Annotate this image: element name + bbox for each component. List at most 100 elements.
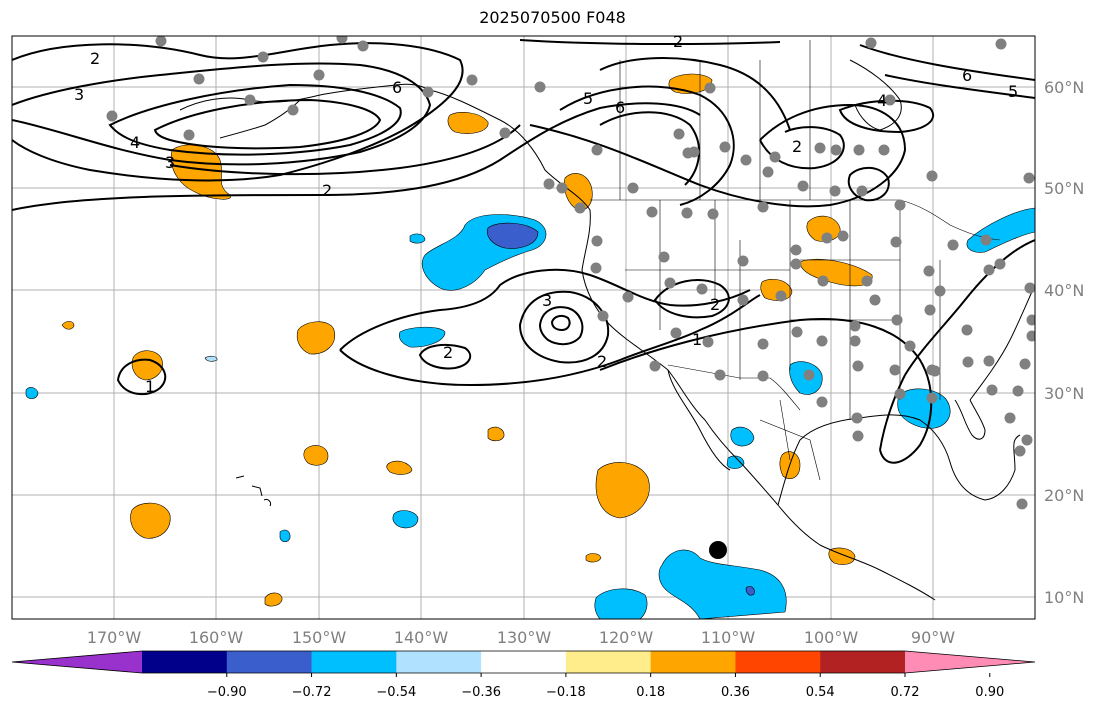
colorbar-outline <box>11 650 1036 674</box>
contour-line <box>838 99 935 134</box>
station-marker <box>1026 330 1035 342</box>
station-marker <box>1012 385 1024 397</box>
colorbar-ticks: −0.90 −0.72 −0.54 −0.36 −0.18 0.18 0.36 0.54 0.7… <box>207 673 1004 700</box>
station-marker <box>983 355 995 367</box>
station-marker <box>757 338 769 350</box>
contour-label: 2 <box>443 343 453 362</box>
lon-label: 150°W <box>292 628 347 647</box>
contour-line <box>599 111 701 186</box>
positive-anomaly-area <box>386 460 413 475</box>
station-marker <box>891 314 903 326</box>
station-marker <box>816 396 828 408</box>
station-marker <box>357 40 369 52</box>
station-marker <box>757 201 769 213</box>
station-marker <box>737 255 749 267</box>
station-marker <box>769 151 781 163</box>
station-marker <box>543 178 555 190</box>
station-marker <box>934 285 946 297</box>
contour-line <box>116 358 167 396</box>
station-marker <box>926 364 938 376</box>
station-marker <box>889 364 901 376</box>
station-marker <box>995 38 1007 50</box>
colorbar-tick-label: −0.36 <box>461 685 501 700</box>
contour-line <box>759 126 845 170</box>
station-marker <box>890 236 902 248</box>
contour-line <box>108 83 402 156</box>
colorbar-segment <box>142 651 228 673</box>
station-marker <box>556 182 568 194</box>
station-marker <box>1021 434 1033 446</box>
colorbar <box>11 650 1036 674</box>
baja-california-coastline <box>667 369 731 471</box>
contour-line <box>12 62 432 166</box>
station-marker <box>590 262 602 274</box>
station-marker <box>1023 172 1035 184</box>
station-marker <box>852 430 864 442</box>
colorbar-segment <box>311 651 397 673</box>
longitude-labels: 170°W 160°W 150°W 140°W 130°W 120°W 110°… <box>87 628 955 647</box>
lon-label: 160°W <box>189 628 244 647</box>
strong-negative-anomaly-area <box>745 586 755 596</box>
east-coast <box>969 284 1035 401</box>
station-marker <box>986 384 998 396</box>
gulf-of-mexico-coastline <box>777 414 1021 506</box>
positive-anomaly-area <box>585 553 602 563</box>
station-marker <box>719 141 731 153</box>
lon-label: 100°W <box>804 628 859 647</box>
mexico-state-borders <box>759 399 821 481</box>
positive-anomaly-area <box>447 112 489 134</box>
lat-label: 50°N <box>1044 179 1084 198</box>
lat-label: 20°N <box>1044 486 1084 505</box>
contour-label: 2 <box>710 295 720 314</box>
map-frame <box>11 35 1036 620</box>
station-marker <box>658 251 670 263</box>
lon-label: 120°W <box>599 628 654 647</box>
colorbar-segment <box>650 651 736 673</box>
negative-anomaly-area <box>204 355 218 362</box>
contour-line <box>538 306 584 346</box>
station-marker <box>869 294 881 306</box>
station-marker <box>193 73 205 85</box>
colorbar-tick-label: −0.72 <box>292 685 332 700</box>
station-marker <box>803 369 815 381</box>
contour-label: 2 <box>673 32 683 51</box>
station-marker <box>591 144 603 156</box>
station-marker <box>688 146 700 158</box>
station-marker <box>714 369 726 381</box>
contour-label: 1 <box>692 330 702 349</box>
station-marker <box>696 283 708 295</box>
contour-label: 3 <box>74 85 84 104</box>
colorbar-segment <box>481 651 567 673</box>
contour-line <box>884 74 1035 99</box>
station-marker <box>707 208 719 220</box>
contour-label: 3 <box>165 153 175 172</box>
negative-anomaly-area <box>409 233 426 244</box>
colorbar-tick-label: 0.36 <box>721 685 750 700</box>
contour-label: 6 <box>392 78 402 97</box>
contour-label: 2 <box>322 181 332 200</box>
station-marker <box>1004 412 1016 424</box>
station-marker <box>737 294 749 306</box>
positive-anomaly-area <box>303 445 329 466</box>
contour-lines <box>12 39 1035 464</box>
station-marker <box>244 94 256 106</box>
station-marker <box>829 185 841 197</box>
hawaii-islands <box>235 475 271 507</box>
colorbar-tick-label: −0.54 <box>376 685 416 700</box>
positive-anomaly-area <box>264 592 283 607</box>
station-marker <box>849 335 861 347</box>
station-marker <box>894 199 906 211</box>
station-marker <box>894 388 906 400</box>
lat-label: 10°N <box>1044 588 1084 607</box>
florida-coastline <box>954 399 986 440</box>
colorbar-segment <box>396 651 482 673</box>
contour-line <box>339 294 761 387</box>
station-marker <box>704 82 716 94</box>
contour-label: 1 <box>145 377 155 396</box>
contour-label: 2 <box>792 137 802 156</box>
station-marker <box>574 202 586 214</box>
station-marker <box>821 232 833 244</box>
us-mexico-border <box>667 364 801 411</box>
contour-line <box>518 290 610 364</box>
contour-line <box>599 57 791 131</box>
